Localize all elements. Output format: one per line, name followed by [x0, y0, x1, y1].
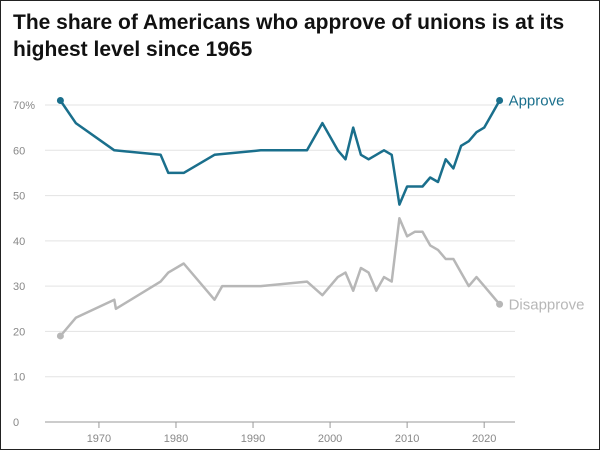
x-tick-label-1970: 1970 — [87, 433, 111, 445]
series-label-approve: Approve — [509, 92, 565, 109]
y-tick-label-20: 20 — [13, 326, 25, 338]
series-lines — [56, 96, 504, 340]
x-tick-label-2010: 2010 — [395, 433, 419, 445]
y-tick-label-40: 40 — [13, 236, 25, 248]
x-tick-label-1990: 1990 — [241, 433, 265, 445]
series-start-point-disapprove — [56, 332, 64, 340]
y-tick-label-0: 0 — [13, 417, 19, 429]
series-line-approve — [59, 99, 501, 206]
x-tick-label-1980: 1980 — [164, 433, 188, 445]
y-tick-label-60: 60 — [13, 145, 25, 157]
y-tick-label-50: 50 — [13, 191, 25, 203]
series-label-disapprove: Disapprove — [509, 296, 585, 313]
y-tick-label-70: 70% — [13, 100, 35, 112]
series-end-point-approve — [496, 96, 504, 104]
x-tick-label-2020: 2020 — [472, 433, 496, 445]
x-tick-label-2000: 2000 — [318, 433, 342, 445]
series-line-disapprove — [59, 216, 501, 338]
grid-lines: 0 10 20 30 40 50 60 70% — [13, 100, 515, 429]
x-axis: 1970 1980 1990 2000 2010 2020 — [87, 422, 496, 445]
series-start-point-approve — [56, 96, 64, 104]
y-tick-label-10: 10 — [13, 372, 25, 384]
series-end-point-disapprove — [496, 300, 504, 308]
series-labels: Approve Disapprove — [509, 92, 585, 313]
chart-title: The share of Americans who approve of un… — [13, 11, 565, 61]
y-tick-label-30: 30 — [13, 281, 25, 293]
